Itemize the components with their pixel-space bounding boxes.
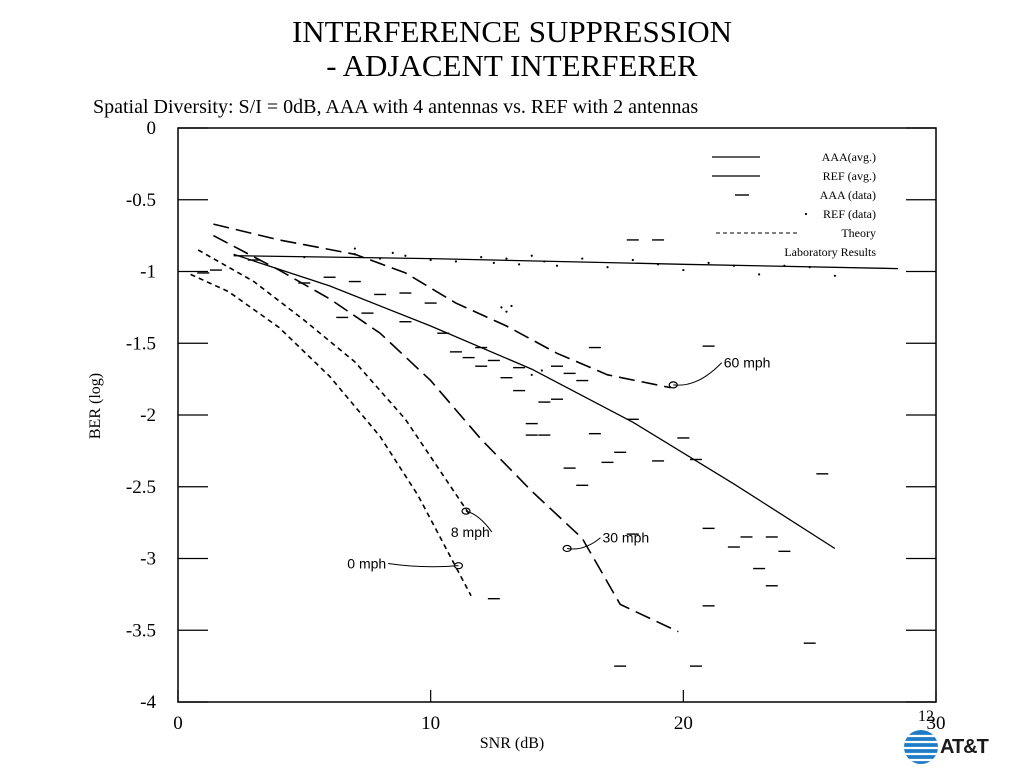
ref-data-point	[492, 261, 495, 264]
ref-data-point	[505, 310, 508, 313]
ref-data-point	[391, 251, 394, 254]
callout-line	[567, 537, 601, 550]
legend-swatch	[804, 212, 808, 216]
y-tick-label: -2	[140, 405, 156, 426]
ref-data-point	[833, 274, 837, 277]
ref-data-point	[631, 258, 634, 262]
legend-label: REF (avg.)	[823, 169, 876, 183]
y-tick-label: -1	[140, 262, 156, 283]
speed-label: 8 mph	[451, 524, 490, 540]
legend-label: AAA(avg.)	[822, 150, 876, 164]
ref-data-point	[808, 266, 811, 269]
y-tick-label: -0.5	[126, 190, 156, 211]
att-logo: AT&T	[902, 728, 1012, 766]
legend-label: Theory	[841, 226, 876, 240]
axis-ticks	[177, 127, 937, 703]
ref-data-point	[530, 373, 533, 376]
y-tick-label: -3.5	[126, 620, 156, 641]
x-tick-label: 30	[927, 713, 946, 734]
ref-data-point	[656, 263, 660, 266]
ref-data-point	[581, 257, 584, 260]
series-lines	[190, 223, 899, 633]
ref-data-point	[543, 260, 546, 263]
ref-data-point	[404, 254, 407, 257]
speed-annotations: 60 mph 8 mph 30 mph 0 mph	[347, 355, 770, 572]
callout-line	[465, 510, 493, 533]
ref-data-point	[783, 264, 786, 267]
ref-data-point	[353, 253, 356, 256]
x-axis-label: SNR (dB)	[480, 735, 544, 752]
ref-data-point	[429, 258, 432, 262]
ref-data-point	[732, 264, 735, 267]
ref-data-point	[555, 264, 559, 267]
ref-data-point	[707, 261, 710, 264]
legend-label: AAA (data)	[820, 188, 876, 202]
chart-subtitle: Spatial Diversity: S/I = 0dB, AAA with 4…	[93, 96, 699, 118]
tick-labels: 0 -0.5 -1 -1.5 -2 -2.5 -3 -3.5 -4 0 10 20 30	[126, 118, 946, 734]
series-line-5	[197, 249, 472, 518]
ref-data-point	[454, 260, 458, 263]
series-line-3	[213, 223, 671, 389]
speed-label: 30 mph	[602, 530, 649, 546]
callout-loop	[461, 507, 471, 515]
ref-data-point	[353, 247, 356, 250]
logo-text: AT&T	[940, 736, 989, 758]
data-points	[197, 239, 837, 667]
ref-data-point	[500, 306, 503, 309]
y-tick-label: -3	[140, 549, 156, 570]
x-tick-label: 20	[674, 713, 693, 734]
legend-label: REF (data)	[823, 207, 876, 221]
ref-data-point	[480, 256, 483, 259]
series-line-4	[213, 234, 679, 633]
page-number: 12	[918, 708, 934, 725]
ref-data-point	[530, 254, 533, 257]
y-tick-label: 0	[147, 118, 157, 139]
y-tick-label: -2.5	[126, 477, 156, 498]
x-tick-label: 0	[173, 713, 183, 734]
y-tick-label: -1.5	[126, 333, 156, 354]
speed-label: 60 mph	[724, 355, 771, 371]
callout-line	[673, 362, 723, 386]
globe-icon	[904, 730, 938, 764]
series-line-1	[233, 253, 836, 550]
ref-data-point	[379, 257, 382, 260]
x-tick-label: 10	[421, 713, 440, 734]
speed-label: 0 mph	[347, 556, 386, 572]
legend-label: Laboratory Results	[784, 245, 876, 259]
y-axis-label: BER (log)	[87, 373, 104, 439]
ref-data-point	[540, 369, 543, 372]
ref-data-point	[505, 257, 508, 260]
slide-title-line2: - ADJACENT INTERFERER	[326, 48, 698, 83]
ref-data-point	[758, 273, 761, 276]
ref-data-point	[606, 266, 609, 269]
legend: AAA(avg.) REF (avg.) AAA (data) REF (data) T…	[712, 150, 876, 259]
series-line-6	[190, 273, 472, 597]
ref-data-point	[682, 268, 685, 272]
ref-data-point	[303, 256, 306, 259]
slide-title-line1: INTERFERENCE SUPPRESSION	[291, 14, 733, 49]
y-tick-label: -4	[140, 692, 156, 713]
series-line-2	[233, 255, 899, 270]
ref-data-point	[510, 304, 513, 308]
callout-line	[388, 563, 459, 568]
ref-data-point	[518, 263, 521, 266]
